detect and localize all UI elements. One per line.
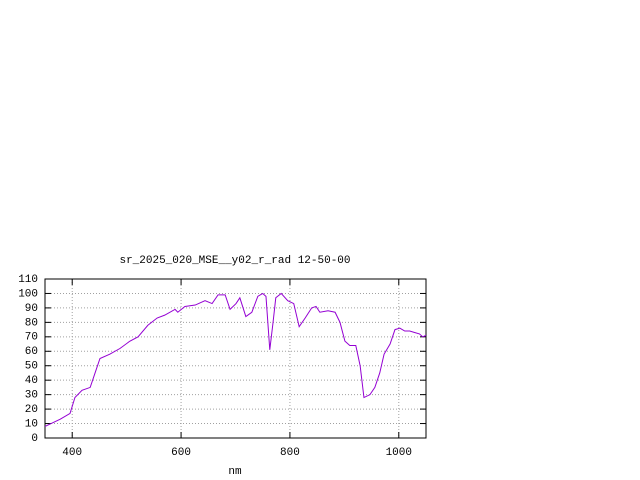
- chart-title: sr_2025_020_MSE__y02_r_rad 12-50-00: [119, 255, 350, 267]
- data-line: [44, 292, 427, 427]
- y-tick-label: 100: [18, 288, 38, 300]
- y-tick-label: 40: [25, 375, 38, 387]
- x-tick-label: 600: [171, 447, 191, 459]
- x-tick-label: 1000: [386, 447, 412, 459]
- y-tick-label: 0: [31, 433, 38, 445]
- y-tick-label: 20: [25, 404, 38, 416]
- y-tick-label: 70: [25, 332, 38, 344]
- plot-frame: [44, 278, 427, 439]
- x-axis-label: nm: [228, 466, 242, 478]
- x-tick-label: 400: [62, 447, 82, 459]
- y-tick-label: 50: [25, 361, 38, 373]
- y-tick-label: 60: [25, 346, 38, 358]
- y-tick-label: 30: [25, 390, 38, 402]
- y-tick-label: 10: [25, 418, 38, 430]
- y-tick-label: 90: [25, 303, 38, 315]
- y-tick-label: 80: [25, 317, 38, 329]
- x-tick-label: 800: [280, 447, 300, 459]
- y-tick-label: 110: [18, 274, 38, 286]
